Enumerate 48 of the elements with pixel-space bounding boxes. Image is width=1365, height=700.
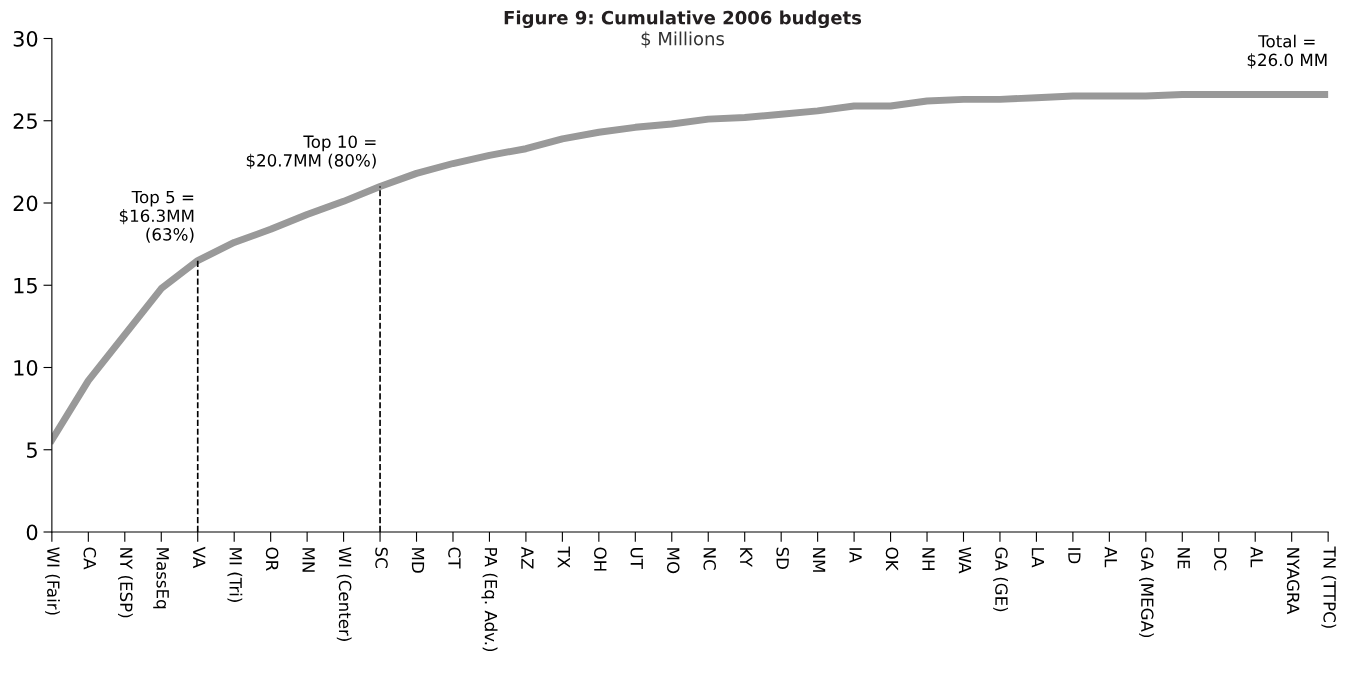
- x-tick-label: LA: [1031, 548, 1044, 568]
- y-tick-label: 15: [14, 277, 37, 294]
- x-tick-label: CT: [448, 547, 461, 569]
- x-tick-label: MN: [302, 548, 315, 572]
- x-tick-label: UT: [630, 548, 643, 570]
- annotation: Top 10 = $20.7MM (80%): [246, 135, 376, 169]
- x-tick-label: MD: [411, 548, 425, 573]
- x-tick-label: PA (Eq. Adv.): [481, 548, 498, 652]
- x-tick-label: NC: [703, 548, 717, 570]
- x-tick-label: KY: [740, 548, 753, 568]
- x-tick-label: NY (ESP): [118, 548, 133, 618]
- x-tick-label: NM: [813, 548, 826, 572]
- annotation: Total = $26.0 MM: [1247, 34, 1327, 69]
- y-tick-label: 5: [27, 442, 37, 458]
- x-tick-label: MO: [666, 548, 680, 574]
- annotation: Top 5 = $16.3MM (63%): [119, 190, 194, 243]
- x-tick-label: GA (GE): [993, 547, 1009, 612]
- x-tick-label: OR: [265, 547, 279, 571]
- x-tick-label: SC: [375, 547, 388, 568]
- chart-title: Figure 9: Cumulative 2006 budgets: [504, 10, 862, 29]
- x-tick-label: SD: [776, 547, 789, 570]
- y-tick-label: 0: [26, 524, 38, 541]
- x-tick-label: MassEq: [153, 548, 169, 609]
- y-tick-label: 10: [14, 359, 38, 376]
- x-tick-label: CA: [83, 547, 97, 570]
- y-tick-label: 25: [13, 113, 37, 129]
- x-tick-label: AL: [1104, 546, 1117, 568]
- x-tick-label: AL: [1250, 546, 1263, 568]
- y-tick-label: 20: [13, 195, 38, 212]
- x-tick-label: WI (Fair): [45, 547, 60, 615]
- y-tick-label: 30: [13, 30, 38, 47]
- x-tick-label: GA (MEGA): [1139, 547, 1154, 637]
- x-tick-label: VA: [193, 546, 206, 569]
- x-tick-label: NE: [1177, 548, 1190, 569]
- x-tick-label: TN (TTPC): [1321, 546, 1337, 628]
- x-tick-label: OH: [594, 547, 607, 571]
- x-tick-label: ID: [1068, 548, 1081, 564]
- x-tick-label: AZ: [521, 546, 534, 569]
- chart-subtitle: $ Millions: [641, 31, 724, 48]
- x-tick-label: DC: [1213, 548, 1227, 571]
- x-tick-label: OK: [885, 547, 899, 571]
- x-tick-label: WI (Center): [336, 547, 352, 641]
- x-tick-label: IA: [849, 548, 862, 563]
- x-tick-label: NH: [922, 548, 935, 570]
- x-tick-label: WA: [958, 547, 972, 574]
- x-tick-label: MI (Tri): [227, 548, 243, 602]
- x-tick-label: NYAGRA: [1286, 548, 1300, 615]
- x-tick-label: TX: [557, 546, 570, 568]
